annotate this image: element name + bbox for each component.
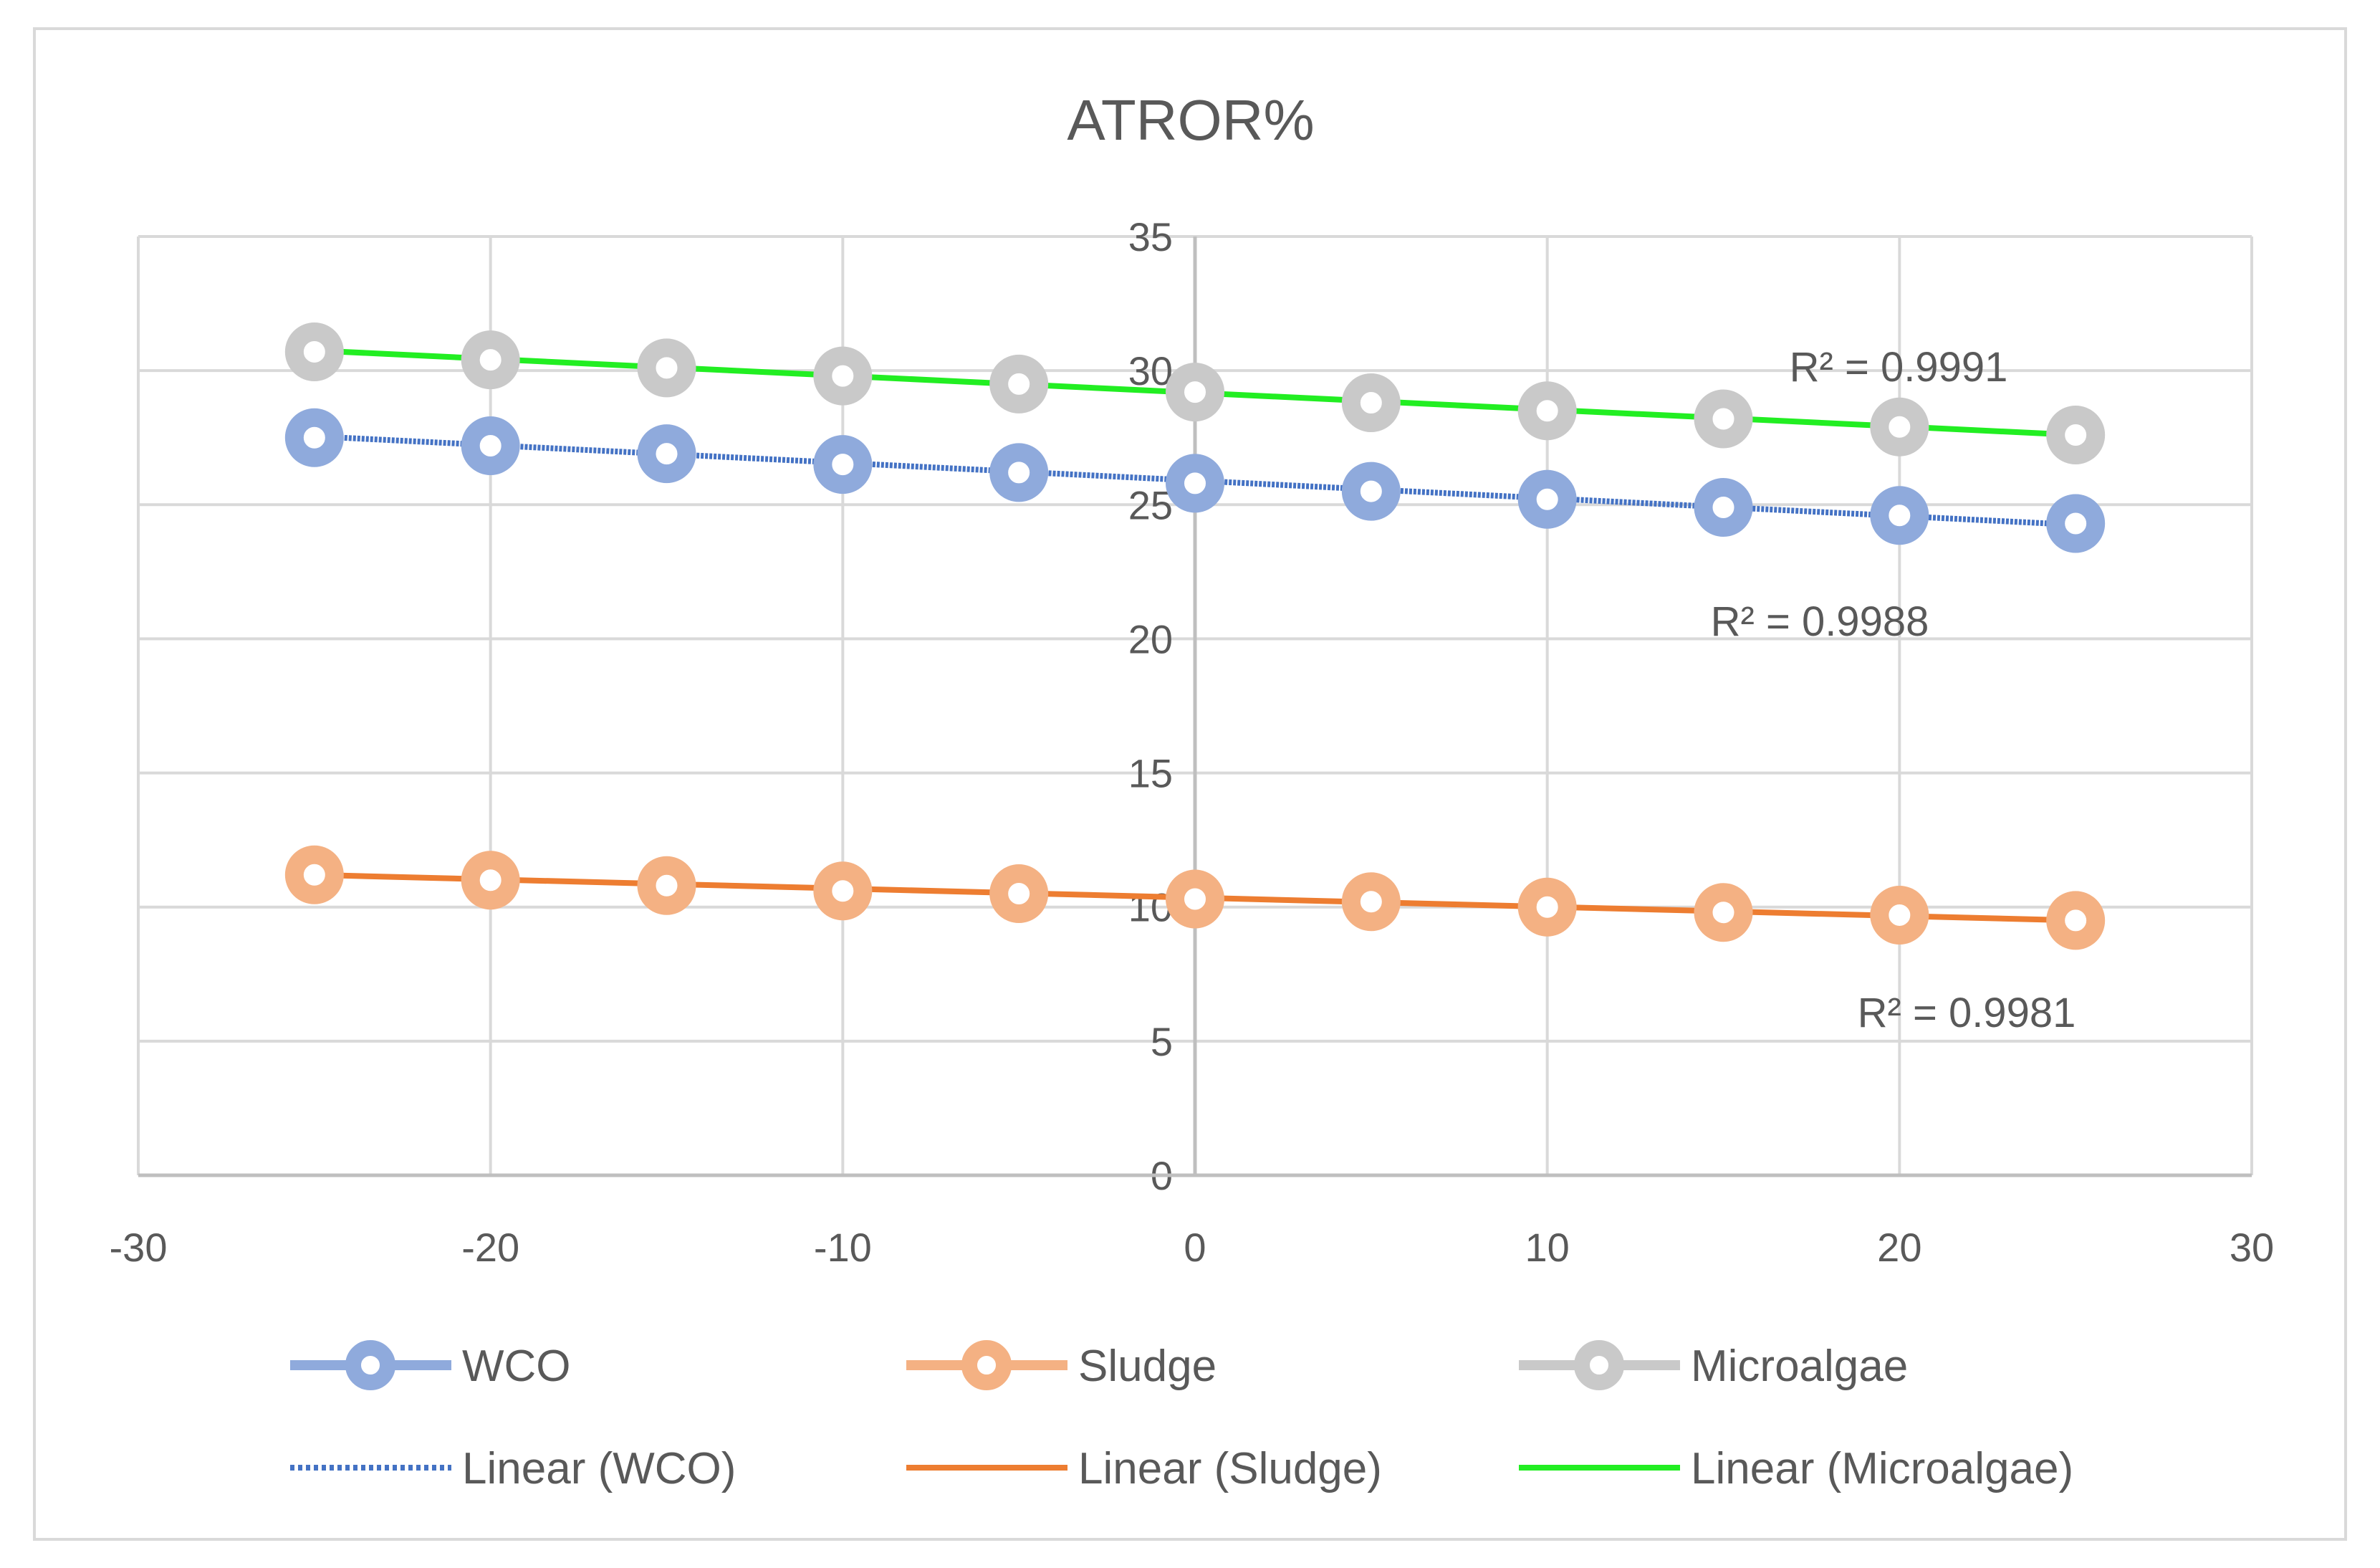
data-point-wco bbox=[1341, 462, 1401, 521]
x-tick-label: 10 bbox=[1525, 1225, 1570, 1270]
data-point-sludge bbox=[284, 845, 344, 904]
r-squared-label-microalgae: R² = 0.9991 bbox=[1790, 344, 2008, 391]
data-point-microalgae bbox=[461, 330, 520, 390]
x-tick-label: 30 bbox=[2230, 1225, 2274, 1270]
data-point-sludge bbox=[461, 851, 520, 910]
data-point-microalgae bbox=[989, 354, 1049, 413]
data-point-wco bbox=[813, 435, 873, 494]
y-tick-label: 30 bbox=[1128, 348, 1173, 393]
legend-label-microalgae: Microalgae bbox=[1691, 1342, 1908, 1391]
data-point-microalgae bbox=[284, 322, 344, 381]
data-point-wco bbox=[461, 416, 520, 475]
r-squared-label-sludge: R² = 0.9981 bbox=[1858, 990, 2076, 1036]
y-tick-label: 25 bbox=[1128, 482, 1173, 527]
legend-trendline-label-wco: Linear (WCO) bbox=[462, 1444, 736, 1493]
y-tick-label: 10 bbox=[1128, 885, 1173, 930]
legend-marker-wco bbox=[345, 1340, 395, 1390]
data-point-microalgae bbox=[813, 346, 873, 406]
y-tick-label: 20 bbox=[1128, 616, 1173, 661]
x-tick-label: 20 bbox=[1877, 1225, 1921, 1270]
data-point-microalgae bbox=[1341, 373, 1401, 433]
data-point-sludge bbox=[637, 856, 696, 915]
legend-trendline-label-microalgae: Linear (Microalgae) bbox=[1691, 1444, 2073, 1493]
y-tick-label: 5 bbox=[1151, 1019, 1173, 1064]
legend-trendline-label-sludge: Linear (Sludge) bbox=[1078, 1444, 1382, 1493]
legend-label-wco: WCO bbox=[462, 1342, 571, 1391]
data-point-microalgae bbox=[2046, 405, 2106, 464]
data-point-sludge bbox=[1166, 869, 1224, 929]
data-point-sludge bbox=[1694, 883, 1753, 942]
r-squared-label-wco: R² = 0.9988 bbox=[1711, 598, 1929, 645]
data-point-wco bbox=[1694, 478, 1753, 537]
data-point-wco bbox=[284, 408, 344, 467]
legend-marker-sludge bbox=[961, 1340, 1012, 1390]
data-point-microalgae bbox=[1166, 363, 1224, 422]
data-point-sludge bbox=[1870, 885, 1929, 945]
data-point-wco bbox=[1517, 469, 1577, 529]
legend: WCO Linear (WCO) Sludge Linear (Sludge) Micr… bbox=[290, 1340, 2073, 1493]
data-point-sludge bbox=[2046, 891, 2106, 950]
data-point-wco bbox=[2046, 494, 2106, 553]
legend-label-sludge: Sludge bbox=[1078, 1342, 1217, 1391]
data-point-wco bbox=[637, 424, 696, 484]
chart-border bbox=[33, 27, 2347, 1541]
data-points bbox=[284, 322, 2106, 950]
data-point-microalgae bbox=[637, 338, 696, 398]
chart-title: ATROR% bbox=[1067, 88, 1314, 152]
data-point-sludge bbox=[1341, 872, 1401, 932]
data-point-microalgae bbox=[1870, 397, 1929, 456]
data-point-microalgae bbox=[1517, 381, 1577, 441]
y-tick-label: 35 bbox=[1128, 214, 1173, 259]
r-squared-labels: R² = 0.9988 R² = 0.9981 R² = 0.9991 bbox=[1711, 344, 2076, 1036]
y-tick-label: 15 bbox=[1128, 751, 1173, 796]
legend-marker-microalgae bbox=[1574, 1340, 1624, 1390]
data-point-microalgae bbox=[1694, 389, 1753, 449]
x-tick-label: -10 bbox=[814, 1225, 872, 1270]
data-point-wco bbox=[1870, 486, 1929, 545]
data-point-sludge bbox=[813, 861, 873, 921]
x-tick-label: -20 bbox=[461, 1225, 519, 1270]
data-point-wco bbox=[989, 443, 1049, 502]
x-tick-label: -30 bbox=[110, 1225, 168, 1270]
data-point-wco bbox=[1166, 454, 1224, 513]
data-point-sludge bbox=[1517, 877, 1577, 937]
data-point-sludge bbox=[989, 864, 1049, 923]
x-tick-label: 0 bbox=[1184, 1225, 1206, 1270]
